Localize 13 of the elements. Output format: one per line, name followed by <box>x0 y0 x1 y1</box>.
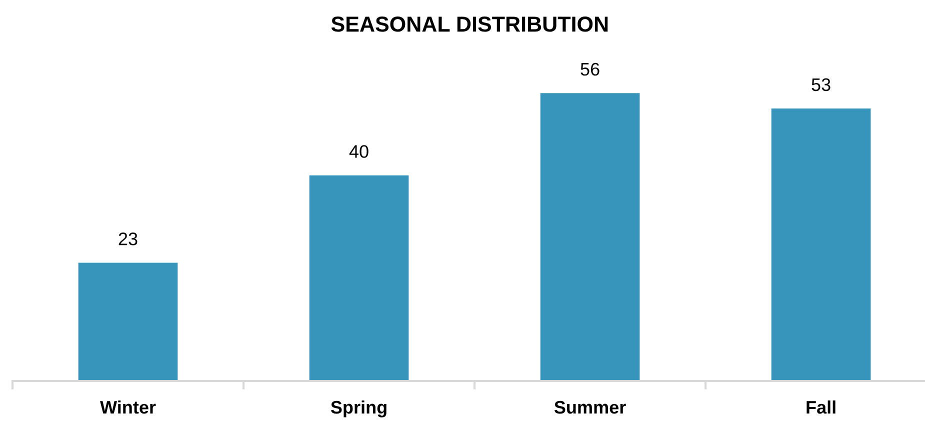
chart-title: SEASONAL DISTRIBUTION <box>331 16 608 32</box>
x-tick-label: Summer <box>554 400 626 414</box>
bar <box>309 175 409 381</box>
data-label: 23 <box>118 232 138 246</box>
x-tick-label: Spring <box>330 400 386 418</box>
data-label: 56 <box>580 62 600 76</box>
bar <box>771 108 871 381</box>
bar <box>78 262 178 381</box>
data-label: 40 <box>349 145 368 158</box>
x-tick-label: Fall <box>806 400 836 414</box>
x-tick-label: Winter <box>100 400 156 414</box>
bar <box>540 93 640 381</box>
data-label: 53 <box>812 78 830 92</box>
